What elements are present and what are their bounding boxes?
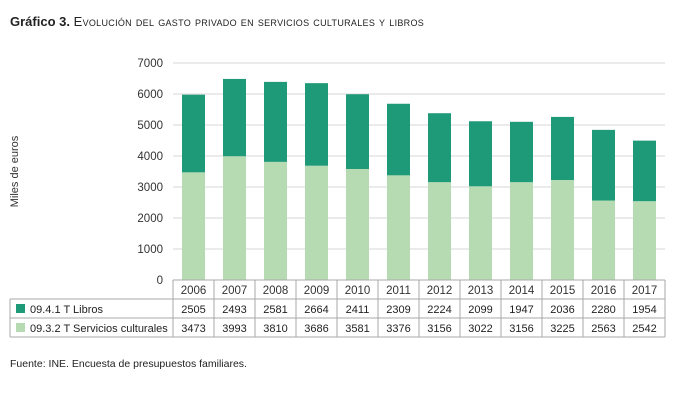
legend-swatch-libros (16, 304, 25, 313)
bar-libros-2011 (387, 103, 410, 176)
data-label: 2542 (632, 323, 656, 335)
legend-label: 09.3.2 T Servicios culturales (30, 323, 168, 335)
data-label: 2664 (304, 304, 328, 316)
data-label: 2280 (591, 304, 615, 316)
y-tick-label: 3000 (137, 182, 163, 194)
data-label: 1954 (632, 304, 656, 316)
x-tick-label: 2015 (550, 285, 576, 297)
bar-libros-2017 (633, 140, 656, 202)
x-tick-label: 2014 (509, 285, 535, 297)
bar-servicios-2015 (551, 180, 574, 280)
data-label: 2224 (427, 304, 451, 316)
y-tick-label: 0 (157, 275, 163, 287)
bar-servicios-2008 (264, 161, 287, 280)
x-tick-label: 2013 (468, 285, 494, 297)
data-label: 2581 (263, 304, 287, 316)
bar-servicios-2010 (346, 168, 369, 280)
bar-servicios-2009 (305, 165, 328, 280)
x-tick-label: 2010 (345, 285, 371, 297)
data-label: 3376 (386, 323, 410, 335)
y-tick-label: 1000 (137, 244, 163, 256)
data-label: 1947 (509, 304, 533, 316)
data-label: 3810 (263, 323, 287, 335)
stacked-bar-chart: 0 1000 2000 3000 4000 5000 6000 7000 Miles de eu… (9, 58, 666, 338)
bar-libros-2016 (592, 129, 615, 201)
x-tick-label: 2006 (181, 285, 207, 297)
data-label: 3225 (550, 323, 574, 335)
data-label: 3993 (222, 323, 246, 335)
figure-label: Gráfico 3. (10, 14, 70, 29)
bar-servicios-2011 (387, 175, 410, 280)
data-label: 2505 (181, 304, 205, 316)
data-label: 2036 (550, 304, 574, 316)
x-tick-label: 2009 (304, 285, 330, 297)
bar-servicios-2017 (633, 201, 656, 280)
bar-servicios-2012 (428, 182, 451, 280)
bar-libros-2013 (469, 121, 492, 187)
y-tick-label: 2000 (137, 213, 163, 225)
bar-libros-2006 (182, 94, 205, 173)
bar-libros-2008 (264, 81, 287, 162)
bar-servicios-2013 (469, 186, 492, 280)
legend-label: 09.4.1 T Libros (30, 304, 103, 316)
y-axis-label: Miles de euros (9, 135, 21, 207)
bar-libros-2015 (551, 116, 574, 181)
data-label: 2309 (386, 304, 410, 316)
data-label: 2563 (591, 323, 615, 335)
data-label: 2493 (222, 304, 246, 316)
legend-swatch-servicios (16, 323, 25, 332)
data-label: 3156 (427, 323, 451, 335)
bar-libros-2014 (510, 121, 533, 183)
x-tick-label: 2017 (632, 285, 658, 297)
chart-title: Gráfico 3. Evolución del gasto privado e… (10, 14, 424, 29)
data-label: 3473 (181, 323, 205, 335)
data-label: 2099 (468, 304, 492, 316)
y-tick-label: 6000 (137, 89, 163, 101)
bar-libros-2010 (346, 94, 369, 169)
y-tick-label: 5000 (137, 120, 163, 132)
x-tick-label: 2012 (427, 285, 453, 297)
data-label: 2411 (346, 304, 370, 316)
y-tick-label: 4000 (137, 151, 163, 163)
x-tick-label: 2011 (386, 285, 411, 297)
data-label: 3686 (304, 323, 328, 335)
y-tick-label: 7000 (137, 58, 163, 70)
x-tick-label: 2007 (222, 285, 248, 297)
bar-servicios-2016 (592, 200, 615, 280)
x-tick-label: 2008 (263, 285, 289, 297)
figure-title: Evolución del gasto privado en servicios… (73, 14, 425, 29)
source-note: Fuente: INE. Encuesta de presupuestos fa… (10, 358, 247, 370)
bar-servicios-2006 (182, 172, 205, 280)
bar-libros-2012 (428, 113, 451, 183)
bar-libros-2009 (305, 83, 328, 166)
x-tick-label: 2016 (591, 285, 617, 297)
data-label: 3022 (468, 323, 492, 335)
bar-servicios-2007 (223, 156, 246, 280)
bar-servicios-2014 (510, 182, 533, 280)
data-label: 3156 (509, 323, 533, 335)
data-label: 3581 (345, 323, 369, 335)
bar-libros-2007 (223, 78, 246, 157)
